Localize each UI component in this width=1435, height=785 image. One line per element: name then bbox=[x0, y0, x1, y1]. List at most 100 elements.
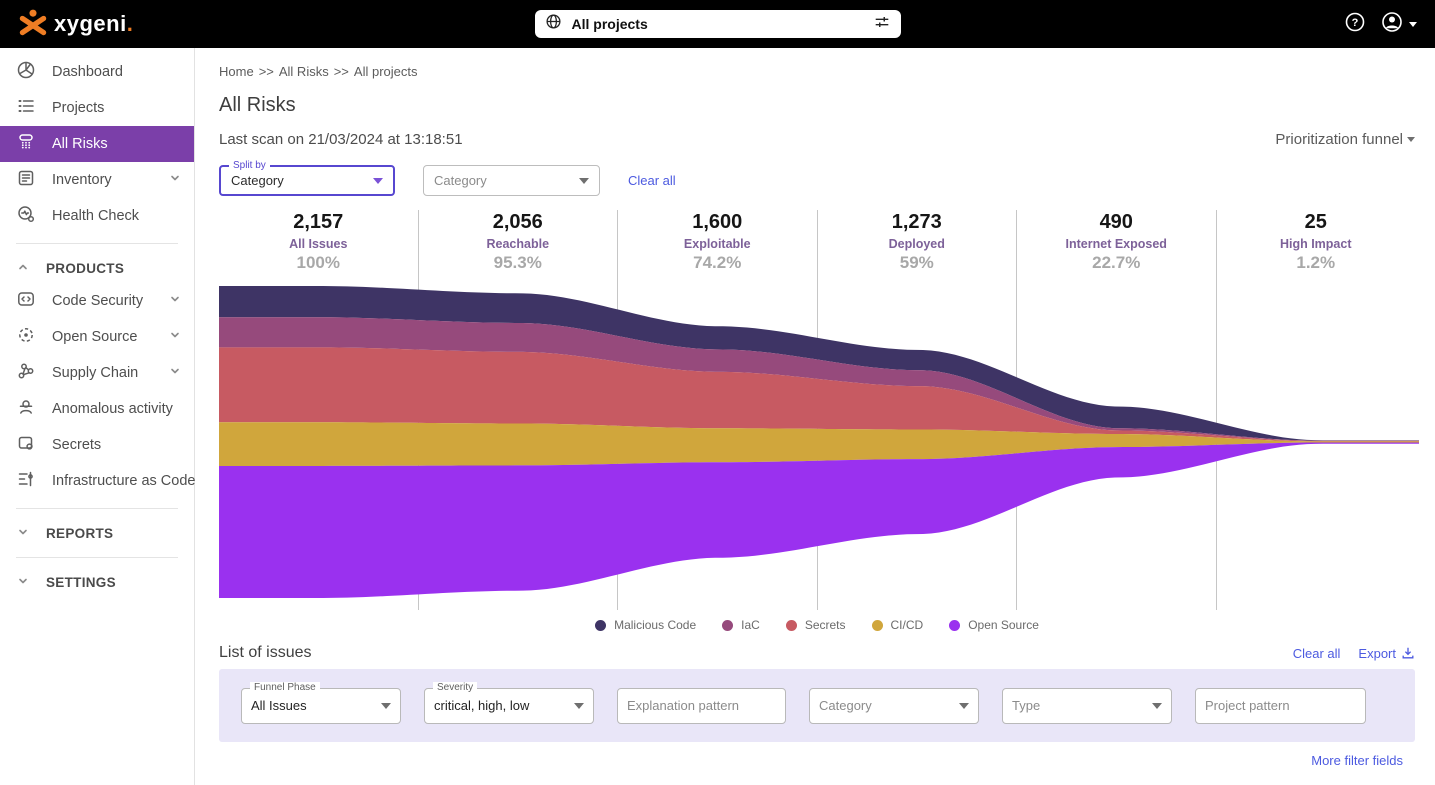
filter-text-input[interactable] bbox=[1205, 698, 1356, 713]
legend-dot bbox=[785, 619, 797, 631]
sidebar-item-label: Projects bbox=[52, 100, 105, 116]
projects-icon bbox=[16, 96, 36, 120]
sidebar-item-label: Code Security bbox=[52, 293, 144, 309]
stage-label: Internet Exposed bbox=[1065, 237, 1167, 251]
sidebar-item-label: Supply Chain bbox=[52, 365, 139, 381]
sidebar-item-supply-chain[interactable]: Supply Chain bbox=[0, 355, 194, 391]
filter-select-severity[interactable]: Severity critical, high, low bbox=[424, 681, 594, 724]
dashboard-icon bbox=[16, 60, 36, 84]
stage-count: 1,600 bbox=[692, 211, 743, 233]
legend-item-secrets[interactable]: Secrets bbox=[785, 618, 846, 632]
legend-dot bbox=[722, 619, 734, 631]
secrets-icon bbox=[16, 433, 36, 457]
sidebar-section-label: PRODUCTS bbox=[46, 260, 125, 276]
more-filter-fields-link[interactable]: More filter fields bbox=[1311, 753, 1403, 768]
sidebar-divider bbox=[16, 243, 178, 244]
stage-percent: 74.2% bbox=[693, 253, 742, 272]
funnel-stage-internet-exposed: 490 Internet Exposed 22.7% bbox=[1016, 210, 1216, 610]
sidebar-item-label: All Risks bbox=[52, 136, 108, 152]
view-selector[interactable]: Prioritization funnel bbox=[1275, 131, 1415, 148]
sidebar-divider bbox=[16, 508, 178, 509]
breadcrumb-item: All projects bbox=[353, 64, 418, 79]
legend-label: Malicious Code bbox=[614, 618, 697, 632]
filter-text-input[interactable] bbox=[627, 698, 776, 713]
tune-icon[interactable] bbox=[873, 13, 891, 36]
funnel-stage-exploitable: 1,600 Exploitable 74.2% bbox=[617, 210, 817, 610]
chevron-down-icon bbox=[579, 177, 589, 184]
legend-item-open-source[interactable]: Open Source bbox=[949, 618, 1039, 632]
health-icon bbox=[16, 204, 36, 228]
inventory-icon bbox=[16, 168, 36, 192]
filter-select-type[interactable]: Type bbox=[1002, 687, 1172, 724]
split-by-select[interactable]: Split by Category bbox=[219, 160, 395, 196]
filter-field-placeholder: Type bbox=[1012, 698, 1041, 713]
category-filter-select[interactable]: Category bbox=[423, 165, 600, 196]
sidebar-section-reports[interactable]: REPORTS bbox=[0, 518, 194, 548]
account-menu[interactable] bbox=[1380, 10, 1417, 39]
xygeni-logo[interactable]: xygeni. bbox=[18, 7, 133, 42]
issues-filter-panel: Funnel Phase All Issues Severity critical, … bbox=[219, 669, 1415, 742]
chart-clear-all-link[interactable]: Clear all bbox=[628, 173, 676, 188]
globe-icon bbox=[545, 13, 562, 35]
breadcrumb-item[interactable]: All Risks bbox=[278, 64, 329, 79]
page-title: All Risks bbox=[219, 94, 296, 116]
stage-percent: 95.3% bbox=[493, 253, 542, 272]
sidebar-item-all-risks[interactable]: All Risks bbox=[0, 126, 194, 162]
sidebar-item-infrastructure-as-code[interactable]: Infrastructure as Code bbox=[0, 463, 195, 499]
topbar: xygeni. All projects ? bbox=[0, 0, 1435, 48]
sidebar-item-health-check[interactable]: Health Check bbox=[0, 198, 194, 234]
stage-percent: 59% bbox=[899, 253, 934, 272]
sidebar-item-code-security[interactable]: Code Security bbox=[0, 283, 194, 319]
split-by-value: Category bbox=[231, 173, 284, 188]
filter-field-label: Funnel Phase bbox=[250, 681, 320, 693]
sidebar-section-products[interactable]: PRODUCTS bbox=[0, 253, 194, 283]
chevron-down-icon bbox=[16, 525, 30, 542]
chevron-up-icon bbox=[16, 260, 30, 277]
help-icon[interactable]: ? bbox=[1344, 11, 1366, 38]
open-source-icon bbox=[16, 325, 36, 349]
filter-input-explanation-pattern[interactable] bbox=[617, 687, 786, 724]
funnel-stage-high-impact: 25 High Impact 1.2% bbox=[1215, 210, 1416, 610]
sidebar-item-label: Open Source bbox=[52, 329, 138, 345]
split-by-label: Split by bbox=[229, 160, 270, 171]
chevron-down-icon bbox=[381, 702, 391, 709]
issues-clear-all-link[interactable]: Clear all bbox=[1292, 645, 1341, 661]
sidebar-item-inventory[interactable]: Inventory bbox=[0, 162, 194, 198]
sidebar-section-settings[interactable]: SETTINGS bbox=[0, 567, 194, 597]
chevron-down-icon bbox=[1407, 137, 1415, 142]
stage-label: Reachable bbox=[486, 237, 550, 251]
sidebar-divider bbox=[16, 557, 178, 558]
legend-item-malicious-code[interactable]: Malicious Code bbox=[595, 618, 696, 632]
chevron-down-icon bbox=[168, 292, 182, 310]
legend-item-ci-cd[interactable]: CI/CD bbox=[871, 618, 924, 632]
funnel-stage-all-issues: 2,157 All Issues 100% bbox=[219, 210, 418, 610]
legend-dot bbox=[595, 619, 607, 631]
project-selector[interactable]: All projects bbox=[534, 10, 901, 38]
legend-dot bbox=[949, 619, 961, 631]
sidebar: Dashboard Projects All Risks Inventory Healt… bbox=[0, 48, 195, 785]
filter-field-placeholder: Category bbox=[819, 698, 872, 713]
sidebar-item-anomalous-activity[interactable]: Anomalous activity bbox=[0, 391, 194, 427]
prioritization-funnel-chart: 2,157 All Issues 100% 2,056 Reachable 95.3% 1,… bbox=[219, 210, 1419, 610]
filter-select-funnel-phase[interactable]: Funnel Phase All Issues bbox=[241, 681, 401, 724]
sidebar-item-label: Inventory bbox=[52, 172, 112, 188]
filter-input-project-pattern[interactable] bbox=[1195, 687, 1366, 724]
stage-percent: 100% bbox=[296, 253, 340, 272]
code-security-icon bbox=[16, 289, 36, 313]
export-link[interactable]: Export bbox=[1358, 646, 1415, 661]
sidebar-item-open-source[interactable]: Open Source bbox=[0, 319, 194, 355]
breadcrumb-item[interactable]: Home bbox=[219, 64, 254, 79]
sidebar-item-dashboard[interactable]: Dashboard bbox=[0, 54, 194, 90]
chevron-down-icon bbox=[959, 702, 969, 709]
chart-legend: Malicious Code IaC Secrets CI/CD Open Source bbox=[219, 615, 1415, 635]
funnel-stage-deployed: 1,273 Deployed 59% bbox=[816, 210, 1017, 610]
filter-select-category[interactable]: Category bbox=[809, 687, 979, 724]
project-selector-value: All projects bbox=[571, 16, 648, 32]
sidebar-item-secrets[interactable]: Secrets bbox=[0, 427, 194, 463]
legend-label: CI/CD bbox=[890, 618, 924, 632]
funnel-icon bbox=[16, 132, 36, 156]
sidebar-item-projects[interactable]: Projects bbox=[0, 90, 194, 126]
issues-title: List of issues bbox=[219, 644, 312, 661]
caret-down-icon bbox=[1409, 21, 1417, 27]
legend-item-iac[interactable]: IaC bbox=[722, 618, 760, 632]
